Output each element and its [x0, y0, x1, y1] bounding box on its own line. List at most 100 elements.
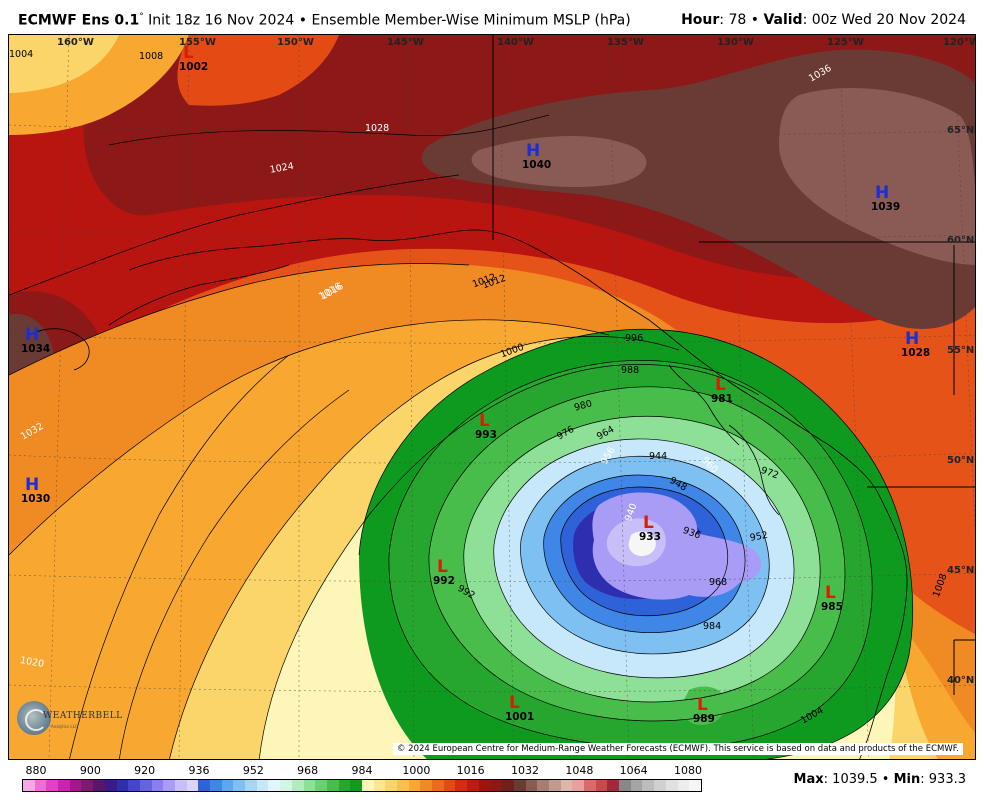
colorbar-swatch [630, 780, 643, 791]
colorbar-swatch [689, 780, 701, 791]
maxmin-bullet: • [881, 772, 890, 787]
pressure-center-value: 1002 [179, 61, 209, 73]
title-bullet: • [298, 12, 307, 29]
colorbar-swatch [69, 780, 82, 791]
field-933 [628, 531, 656, 557]
colorbar-swatch [408, 780, 421, 791]
init-time: Init 18z 16 Nov 2024 [148, 12, 295, 29]
map-canvas [9, 35, 975, 759]
low-pressure-symbol: L [479, 411, 490, 431]
latitude-label: 50°N [947, 455, 975, 466]
model-name: ECMWF Ens 0.1 [18, 12, 140, 29]
low-pressure-symbol: L [715, 375, 726, 395]
pressure-center-value: 989 [693, 713, 715, 725]
colorbar-tick-label: 1080 [674, 764, 702, 777]
field-1004-nw [9, 35, 119, 93]
colorbar-tick-label: 1000 [402, 764, 431, 777]
colorbar-tick-label: 1064 [619, 764, 648, 777]
colorbar-swatch [560, 780, 573, 791]
max-value: : 1039.5 [823, 772, 878, 787]
colorbar-swatch [338, 780, 351, 791]
colorbar-swatch [665, 780, 678, 791]
pressure-center-value: 981 [711, 393, 733, 405]
colorbar-swatch [256, 780, 269, 791]
colorbar-swatch [350, 780, 362, 791]
logo-subtext: Analytics LLC [51, 724, 78, 729]
high-pressure-symbol: H [905, 329, 920, 349]
isobar-label: 984 [703, 621, 722, 632]
colorbar-swatch [198, 780, 210, 791]
colorbar-swatch [23, 780, 35, 791]
low-pressure-symbol: L [183, 43, 194, 63]
longitude-label: 125°W [827, 37, 864, 48]
isobar-label: 944 [649, 451, 668, 462]
valid-value: : 00z Wed 20 Nov 2024 [802, 12, 966, 28]
low-pressure-symbol: L [437, 557, 448, 577]
pressure-center-value: 1001 [505, 711, 535, 723]
field-1040 [471, 135, 647, 187]
colorbar-swatch [642, 780, 655, 791]
colorbar-tick-labels: 880 900 920 936 952 968 984 1000 1016 1032 1048 106… [22, 764, 703, 778]
colorbar-swatch [455, 780, 468, 791]
colorbar-swatch [81, 780, 94, 791]
colorbar-tick-label: 984 [351, 764, 373, 777]
pressure-center-value: 985 [821, 601, 843, 613]
pressure-center-value: 993 [475, 429, 497, 441]
colorbar-swatch [654, 780, 666, 791]
colorbar-swatch [537, 780, 549, 791]
isobar-label: 1008 [139, 51, 164, 62]
copyright-notice: © 2024 European Centre for Medium-Range … [392, 743, 963, 755]
pressure-center-value: 992 [433, 575, 455, 587]
colorbar-swatch [443, 780, 456, 791]
valid-label: Valid [763, 12, 803, 28]
colorbar-swatch [151, 780, 164, 791]
pressure-center-value: 933 [639, 531, 661, 543]
colorbar-tick-label: 1048 [565, 764, 594, 777]
colorbar-swatch [397, 780, 409, 791]
isobar-label: 988 [621, 365, 640, 376]
field-1020-n [177, 35, 339, 106]
pressure-center-value: 1028 [901, 347, 931, 359]
isobar-label: 968 [709, 577, 728, 588]
colorbar-swatch [116, 780, 129, 791]
colorbar-swatch [619, 780, 631, 791]
colorbar-swatch [326, 780, 339, 791]
field-1039 [779, 88, 975, 265]
colorbar-swatch [490, 780, 503, 791]
header-bar: ECMWF Ens 0.1° Init 18z 16 Nov 2024 • En… [0, 0, 984, 34]
political-borders [492, 35, 975, 695]
valid-bullet: • [750, 12, 759, 28]
mslp-map[interactable]: 160°W 155°W 150°W 145°W 140°W 135°W 130°W 125°W… [8, 34, 976, 760]
colorbar-swatch [268, 780, 281, 791]
colorbar-swatch [104, 780, 117, 791]
colorbar-swatch [291, 780, 304, 791]
longitude-label: 120°W [943, 37, 975, 48]
isobar-label: 1028 [365, 123, 390, 134]
colorbar-swatch [607, 780, 620, 791]
colorbar-swatch [163, 780, 175, 791]
longitude-label: 135°W [607, 37, 644, 48]
longitude-label: 145°W [387, 37, 424, 48]
colorbar-swatch [186, 780, 199, 791]
colorbar-swatch [233, 780, 246, 791]
colorbar-swatch [595, 780, 608, 791]
colorbar-tick-label: 880 [25, 764, 47, 777]
logo-swirl-icon [25, 709, 47, 731]
colorbar-tick-label: 1016 [456, 764, 485, 777]
longitude-label: 140°W [497, 37, 534, 48]
colorbar-swatch [58, 780, 70, 791]
colorbar: 880 900 920 936 952 968 984 1000 1016 1032 1048 106… [22, 764, 702, 796]
logo-text: WEATHERBELL [43, 711, 123, 721]
high-pressure-symbol: H [875, 183, 890, 203]
colorbar-swatch [93, 780, 105, 791]
longitude-label: 130°W [717, 37, 754, 48]
latitude-label: 60°N [947, 235, 975, 246]
colorbar-swatch [174, 780, 187, 791]
colorbar-swatch [373, 780, 386, 791]
hour-value: : 78 [719, 12, 747, 28]
latitude-label: 45°N [947, 565, 975, 576]
degree-symbol: ° [139, 12, 144, 22]
colorbar-swatch [128, 780, 140, 791]
colorbar-swatch [385, 780, 397, 791]
colorbar-tick-label: 920 [134, 764, 156, 777]
